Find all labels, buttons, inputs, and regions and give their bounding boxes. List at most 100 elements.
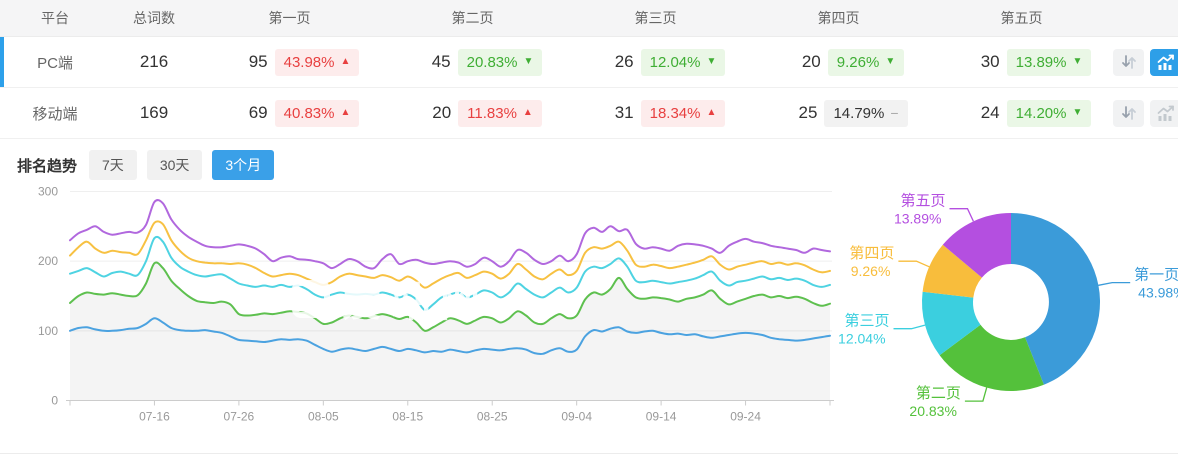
- x-tick-label: 08-15: [392, 410, 423, 424]
- table-row-移动端[interactable]: 移动端 169 69 40.83% ▲ 20 11.83% ▲ 31 18.34% ▲ 25 14.79…: [0, 88, 1178, 139]
- pie-slice-第一页[interactable]: [1011, 213, 1101, 385]
- change-badge: 11.83% ▲: [458, 99, 542, 127]
- arrow-up-icon: ▲: [340, 107, 351, 118]
- series-line-第一页: [69, 317, 831, 355]
- pie-label-leader: [898, 260, 930, 268]
- trend-chart-icon: [1157, 105, 1174, 121]
- pie-label-leader: [949, 208, 974, 222]
- arrow-down-icon: ▼: [523, 56, 534, 67]
- series-line-第二页: [69, 261, 831, 332]
- change-percent: 43.98%: [283, 53, 335, 71]
- tab-range-2[interactable]: 3个月: [212, 150, 275, 180]
- sort-arrows-button[interactable]: [1113, 48, 1144, 76]
- pie-label-percent: 9.26%: [851, 263, 891, 279]
- page-2-cell: 20 11.83% ▲: [381, 99, 564, 127]
- change-percent: 14.20%: [1015, 104, 1067, 122]
- table-body: PC端 216 95 43.98% ▲ 45 20.83% ▼ 26 12.04% ▼ 20 9.26%…: [0, 37, 1178, 139]
- series-line-第三页: [69, 235, 831, 311]
- tab-range-1[interactable]: 30天: [146, 150, 203, 180]
- rank-table: 平台 总词数 第一页 第二页 第三页 第四页 第五页 PC端 216 95 43.98% ▲ 45 20…: [0, 0, 1178, 139]
- change-badge: 18.34% ▲: [640, 99, 726, 127]
- x-tick-label: 08-05: [308, 410, 339, 424]
- x-tick-label: 09-04: [561, 410, 592, 424]
- page-5-cell: 30 13.89% ▼: [930, 48, 1113, 76]
- page-count: 45: [431, 52, 451, 71]
- x-tick-label: 08-25: [477, 410, 508, 424]
- change-percent: 12.04%: [649, 53, 701, 71]
- change-badge: 43.98% ▲: [274, 48, 360, 76]
- series-line-第五页: [69, 199, 831, 270]
- total-keywords: 216: [139, 52, 169, 71]
- page-count: 24: [980, 103, 1000, 122]
- platform-name: PC端: [37, 54, 73, 72]
- column-header-6: 第五页: [1000, 10, 1043, 26]
- row-actions: [1113, 48, 1178, 76]
- arrow-up-icon: ▲: [522, 107, 533, 118]
- platform-name: 移动端: [32, 105, 78, 123]
- change-badge: 13.89% ▼: [1006, 48, 1092, 76]
- range-tabs: 7天 30天 3个月: [89, 150, 284, 180]
- row-actions: [1113, 99, 1178, 127]
- pie-slice-第二页[interactable]: [939, 324, 1044, 392]
- pie-label-percent: 43.98%: [1138, 285, 1178, 301]
- arrow-down-icon: ▼: [1072, 107, 1083, 118]
- x-tick-label: 07-26: [224, 410, 255, 424]
- pie-label-name: 第五页: [900, 192, 945, 210]
- pie-label-name: 第一页: [1134, 266, 1178, 284]
- page-2-cell: 45 20.83% ▼: [381, 48, 564, 76]
- change-badge: 12.04% ▼: [640, 48, 726, 76]
- chart-toggle-button[interactable]: [1150, 48, 1178, 76]
- pie-label-name: 第二页: [916, 384, 961, 402]
- arrow-up-icon: ▲: [706, 107, 717, 118]
- y-tick-label: 100: [38, 324, 58, 338]
- y-tick-label: 300: [38, 185, 58, 199]
- sort-arrows-icon: [1121, 55, 1136, 69]
- y-tick-label: 0: [51, 394, 58, 408]
- page-count: 31: [614, 103, 634, 122]
- change-percent: 9.26%: [836, 53, 880, 71]
- column-header-3: 第二页: [451, 10, 494, 26]
- pie-label-percent: 13.89%: [894, 211, 941, 227]
- page-3-cell: 31 18.34% ▲: [564, 99, 747, 127]
- pie-slice-第三页[interactable]: [921, 291, 981, 356]
- tab-range-0[interactable]: 7天: [89, 150, 137, 180]
- y-tick-label: 200: [38, 254, 58, 268]
- change-percent: 18.34%: [649, 104, 701, 122]
- page-1-cell: 95 43.98% ▲: [198, 48, 381, 76]
- pie-slice-第五页[interactable]: [942, 213, 1011, 278]
- arrow-down-icon: ▼: [706, 56, 717, 67]
- page-count: 20: [432, 103, 452, 122]
- pie-slice-第四页[interactable]: [922, 244, 982, 298]
- x-tick-label: 07-16: [139, 410, 170, 424]
- page-count: 69: [248, 103, 268, 122]
- pie-label-percent: 12.04%: [838, 331, 885, 347]
- column-header-1: 总词数: [133, 10, 175, 26]
- change-percent: 40.83%: [283, 104, 335, 122]
- page-count: 95: [248, 52, 268, 71]
- arrow-up-icon: ▲: [340, 56, 351, 67]
- page-count: 26: [614, 52, 634, 71]
- table-row-PC端[interactable]: PC端 216 95 43.98% ▲ 45 20.83% ▼ 26 12.04% ▼ 20 9.26%…: [0, 37, 1178, 88]
- line-chart-svg[interactable]: 0 100 200 300 07-16 07-26 08-05 08-15 08-25 09-04…: [0, 182, 845, 452]
- column-header-5: 第四页: [817, 10, 860, 26]
- arrow-down-icon: ▼: [885, 56, 896, 67]
- trend-line-chart[interactable]: 0 100 200 300 07-16 07-26 08-05 08-15 08-25 09-04…: [0, 182, 845, 452]
- column-header-0: 平台: [41, 10, 69, 26]
- pie-label-percent: 20.83%: [909, 403, 956, 419]
- page-count: 20: [801, 52, 821, 71]
- chart-toggle-button[interactable]: [1150, 99, 1178, 127]
- x-tick-label: 09-14: [646, 410, 677, 424]
- total-keywords: 169: [139, 103, 169, 122]
- column-header-4: 第三页: [634, 10, 677, 26]
- sort-arrows-button[interactable]: [1113, 99, 1144, 127]
- pie-label-name: 第三页: [844, 312, 889, 330]
- pie-label-leader: [893, 324, 926, 330]
- trend-title: 排名趋势: [17, 157, 78, 175]
- change-percent: 11.83%: [467, 104, 517, 122]
- page-count: 30: [980, 52, 1000, 71]
- column-header-2: 第一页: [268, 10, 311, 26]
- pie-label-leader: [964, 387, 988, 402]
